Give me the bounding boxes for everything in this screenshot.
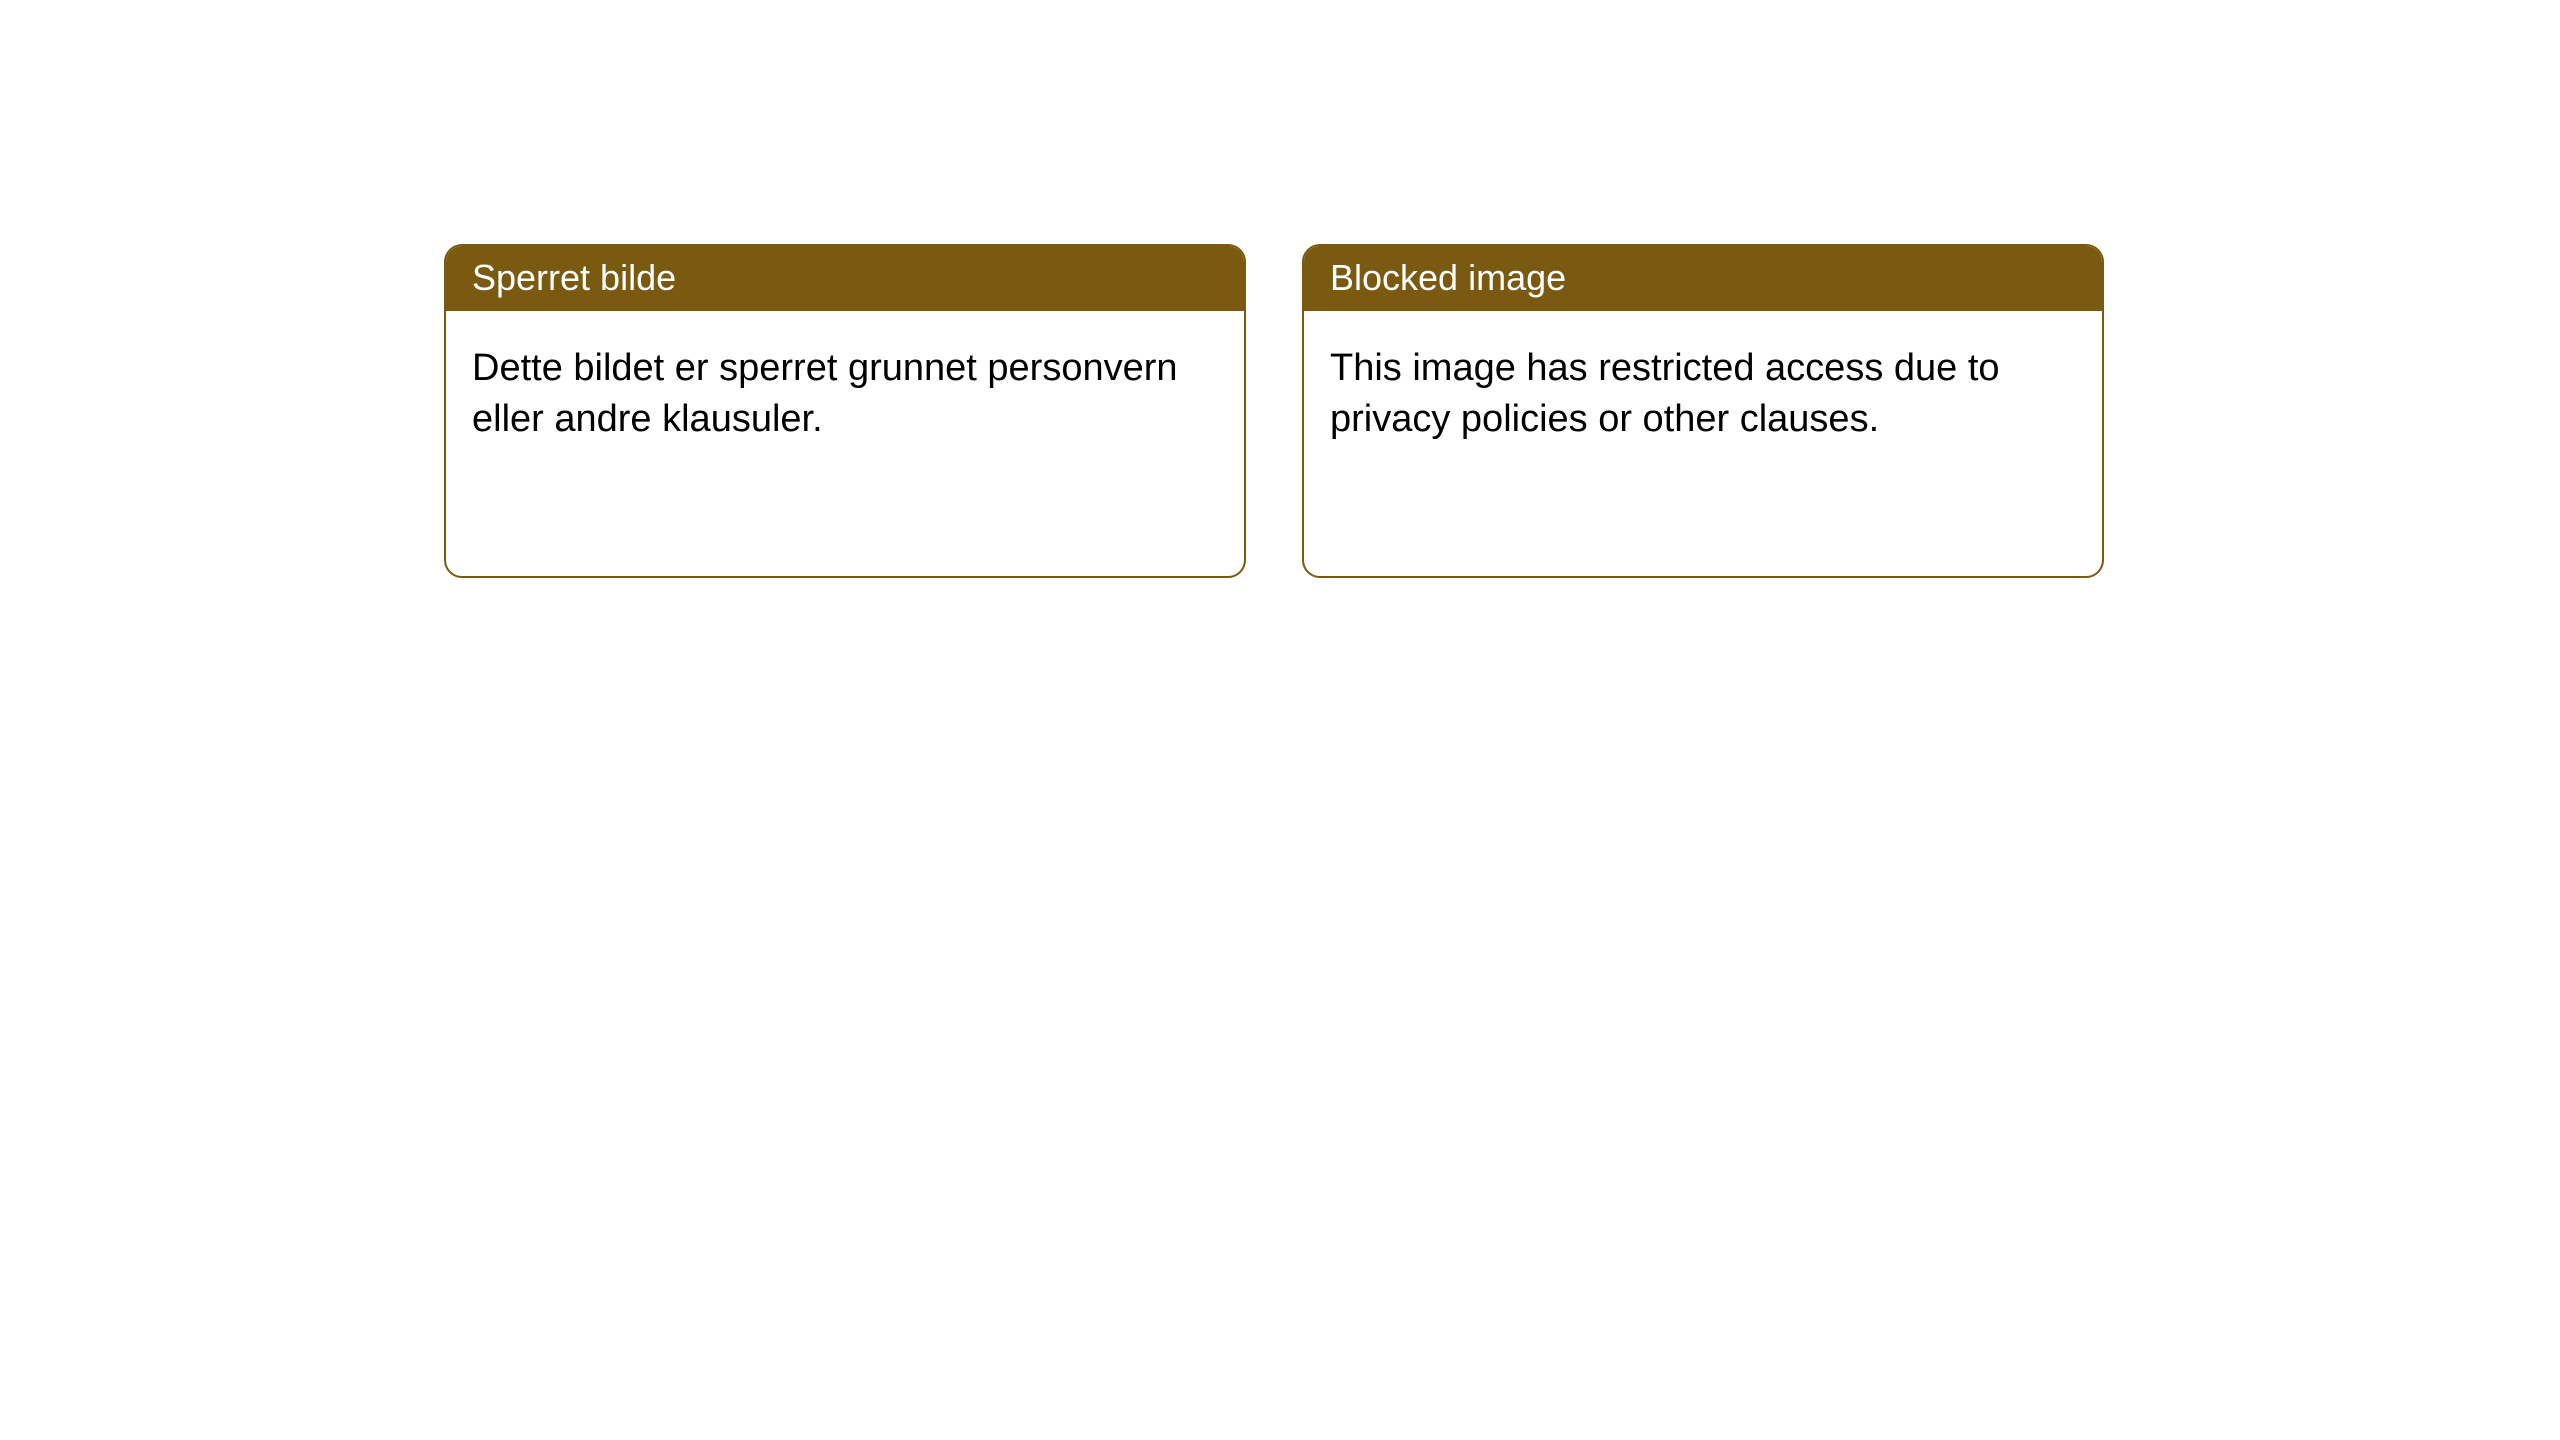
card-body-en: This image has restricted access due to … bbox=[1304, 311, 2102, 478]
cards-container: Sperret bilde Dette bildet er sperret gr… bbox=[0, 0, 2560, 578]
blocked-image-card-en: Blocked image This image has restricted … bbox=[1302, 244, 2104, 578]
card-title-no: Sperret bilde bbox=[446, 246, 1244, 311]
card-body-no: Dette bildet er sperret grunnet personve… bbox=[446, 311, 1244, 478]
blocked-image-card-no: Sperret bilde Dette bildet er sperret gr… bbox=[444, 244, 1246, 578]
card-title-en: Blocked image bbox=[1304, 246, 2102, 311]
